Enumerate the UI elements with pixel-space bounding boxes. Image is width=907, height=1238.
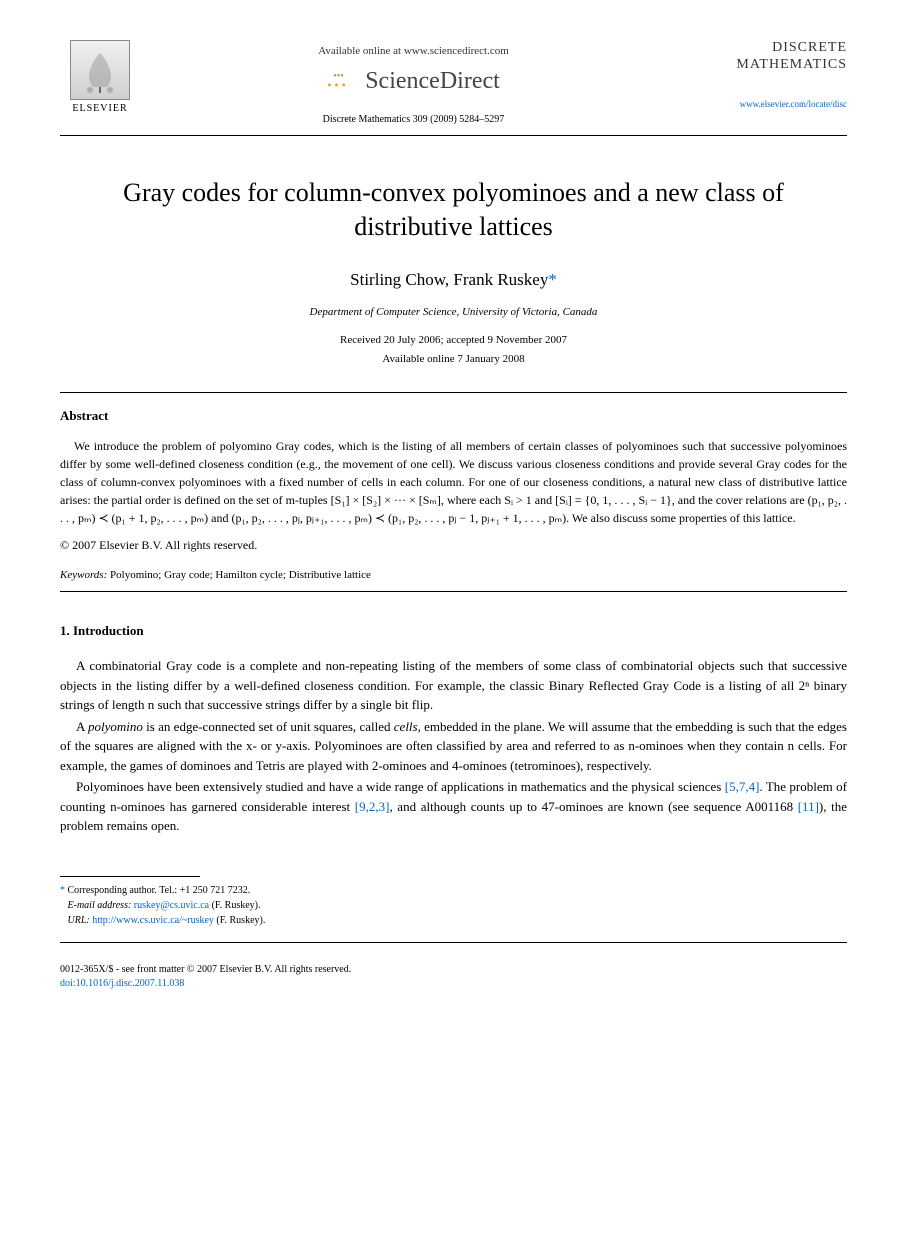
elsevier-tree-icon: [70, 40, 130, 100]
footer-copyright: 0012-365X/$ - see front matter © 2007 El…: [60, 963, 847, 977]
corresponding-star-icon: *: [548, 270, 557, 289]
abstract-copyright: © 2007 Elsevier B.V. All rights reserved…: [60, 537, 847, 554]
abstract-text: We introduce the problem of polyomino Gr…: [60, 437, 847, 527]
author-names: Stirling Chow, Frank Ruskey: [350, 270, 548, 289]
keywords-rule: [60, 591, 847, 592]
date-online: Available online 7 January 2008: [60, 352, 847, 367]
platform-logo: ScienceDirect: [140, 65, 687, 99]
available-online-text: Available online at www.sciencedirect.co…: [140, 44, 687, 59]
footnote-rule: [60, 876, 200, 877]
header-rule: [60, 135, 847, 136]
article-title: Gray codes for column-convex polyominoes…: [80, 176, 827, 244]
sciencedirect-dots-icon: [327, 70, 357, 94]
footnote-corresponding: * Corresponding author. Tel.: +1 250 721…: [60, 883, 847, 898]
journal-reference: Discrete Mathematics 309 (2009) 5284–529…: [140, 113, 687, 127]
journal-box: DISCRETE MATHEMATICS www.elsevier.com/lo…: [687, 40, 847, 110]
authors: Stirling Chow, Frank Ruskey*: [60, 268, 847, 292]
footnote-url: URL: http://www.cs.uvic.ca/~ruskey (F. R…: [60, 913, 847, 928]
term-cells: cells: [394, 719, 418, 734]
doi-link[interactable]: doi:10.1016/j.disc.2007.11.038: [60, 978, 184, 989]
footer: 0012-365X/$ - see front matter © 2007 El…: [60, 963, 847, 991]
citation-923[interactable]: [9,2,3]: [355, 799, 390, 814]
date-received: Received 20 July 2006; accepted 9 Novemb…: [60, 333, 847, 348]
center-header: Available online at www.sciencedirect.co…: [140, 40, 687, 127]
footer-doi: doi:10.1016/j.disc.2007.11.038: [60, 977, 847, 991]
intro-para-2: A polyomino is an edge-connected set of …: [60, 717, 847, 776]
email-link[interactable]: ruskey@cs.uvic.ca: [134, 900, 209, 911]
journal-name-line1: DISCRETE: [687, 40, 847, 57]
url-label: URL:: [68, 915, 90, 926]
header-row: ELSEVIER Available online at www.science…: [60, 40, 847, 127]
abstract-heading: Abstract: [60, 407, 847, 425]
publisher-logo-block: ELSEVIER: [60, 40, 140, 116]
keywords-label: Keywords:: [60, 569, 107, 581]
term-polyomino: polyomino: [88, 719, 143, 734]
intro-para-1: A combinatorial Gray code is a complete …: [60, 656, 847, 715]
footnote-star-icon: *: [60, 885, 65, 896]
footnotes: * Corresponding author. Tel.: +1 250 721…: [60, 883, 847, 928]
section-1-heading: 1. Introduction: [60, 622, 847, 640]
journal-name-line2: MATHEMATICS: [687, 57, 847, 74]
abstract-body: We introduce the problem of polyomino Gr…: [60, 437, 847, 527]
intro-para-3: Polyominoes have been extensively studie…: [60, 777, 847, 836]
abstract-top-rule: [60, 392, 847, 393]
publisher-label: ELSEVIER: [72, 102, 127, 116]
citation-11[interactable]: [11]: [798, 799, 819, 814]
footnote-email: E-mail address: ruskey@cs.uvic.ca (F. Ru…: [60, 898, 847, 913]
keywords-text: Polyomino; Gray code; Hamilton cycle; Di…: [107, 569, 371, 581]
author-url-link[interactable]: http://www.cs.uvic.ca/~ruskey: [92, 915, 214, 926]
platform-name: ScienceDirect: [365, 65, 500, 99]
section-1-body: A combinatorial Gray code is a complete …: [60, 656, 847, 836]
journal-url-link[interactable]: www.elsevier.com/locate/disc: [687, 98, 847, 111]
footer-rule: [60, 942, 847, 943]
citation-574[interactable]: [5,7,4]: [725, 779, 760, 794]
keywords: Keywords: Polyomino; Gray code; Hamilton…: [60, 568, 847, 583]
email-label: E-mail address:: [68, 900, 132, 911]
affiliation: Department of Computer Science, Universi…: [60, 305, 847, 320]
